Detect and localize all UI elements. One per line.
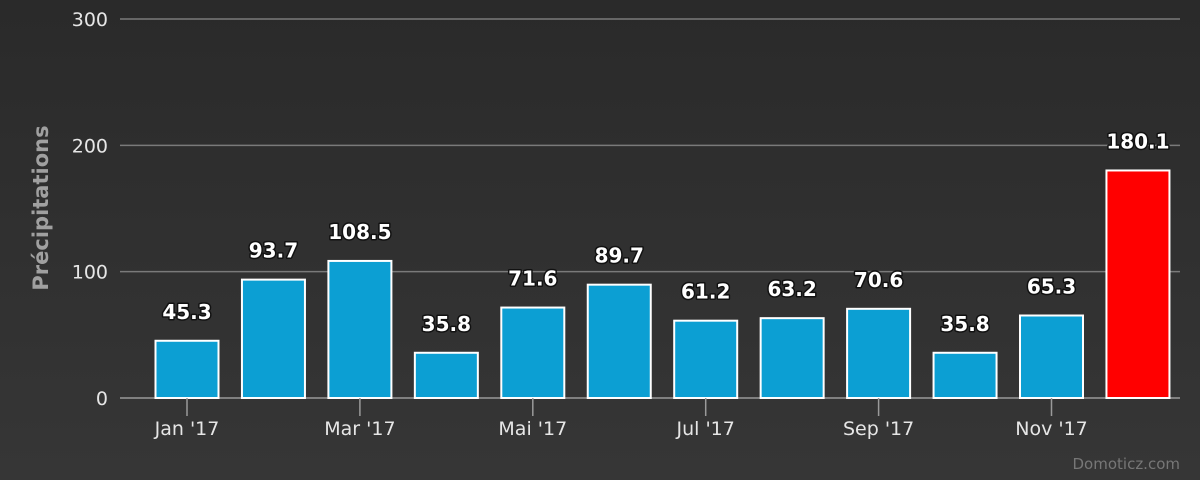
y-tick-label: 200	[72, 135, 108, 157]
data-label: 35.8	[422, 312, 471, 336]
y-tick-label: 300	[72, 9, 108, 31]
data-labels: 45.3 93.7 108.5 35.8 71.6 89.7 61.2 63.2 70.6 35.…	[161, 128, 1171, 337]
bar[interactable]	[413, 351, 479, 400]
data-label: 93.7	[249, 239, 298, 263]
data-label: 108.5	[328, 220, 391, 244]
data-label: 89.7	[595, 244, 644, 268]
data-label: 35.8	[940, 312, 989, 336]
data-label: 45.3	[162, 300, 211, 324]
y-tick-label: 100	[72, 262, 108, 284]
bar[interactable]	[327, 259, 393, 400]
bar[interactable]	[240, 278, 306, 400]
bar[interactable]	[846, 307, 912, 399]
x-tick-label: Mar '17	[324, 418, 395, 440]
x-tick-label: Sep '17	[843, 418, 914, 440]
x-tick-label: Jul '17	[676, 418, 735, 440]
bar[interactable]	[673, 319, 739, 399]
data-label: 65.3	[1027, 275, 1076, 299]
y-tick-label: 0	[96, 388, 108, 410]
data-label: 180.1	[1106, 129, 1169, 153]
bars-layer	[154, 169, 1171, 400]
bar[interactable]	[500, 306, 566, 399]
x-tick-label: Jan '17	[154, 418, 220, 440]
data-label: 63.2	[767, 277, 816, 301]
bar[interactable]	[932, 351, 998, 400]
bar[interactable]	[586, 283, 652, 399]
bar[interactable]	[1019, 314, 1084, 399]
bar[interactable]	[1105, 169, 1171, 399]
data-label: 71.6	[508, 267, 557, 291]
credits-link[interactable]: Domoticz.com	[1073, 455, 1181, 473]
bar[interactable]	[759, 317, 825, 399]
y-axis-title: Précipitations	[29, 125, 53, 290]
grid-layer: 0 100 200 300	[72, 9, 1180, 410]
data-label: 70.6	[854, 268, 903, 292]
data-label: 61.2	[681, 280, 730, 304]
bar[interactable]	[154, 339, 220, 399]
x-tick-label: Nov '17	[1015, 418, 1088, 440]
x-axis: Jan '17 Mar '17 Mai '17 Jul '17 Sep '17 Nov '…	[154, 398, 1088, 440]
x-tick-label: Mai '17	[498, 418, 567, 440]
